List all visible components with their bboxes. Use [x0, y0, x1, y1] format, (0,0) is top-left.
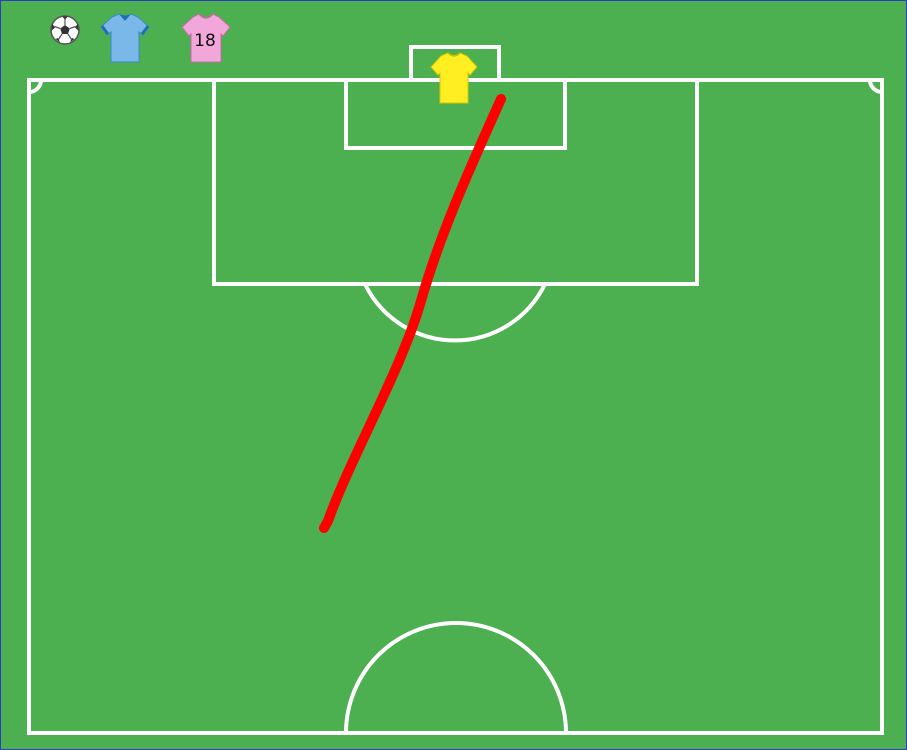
center-circle-half [344, 621, 568, 734]
yellow-jersey-icon[interactable] [430, 52, 478, 104]
penalty-area [212, 78, 699, 286]
corner-arc-right [868, 79, 883, 94]
corner-arc-left [28, 79, 43, 94]
pink-jersey-icon[interactable]: 18 [181, 13, 231, 63]
soccer-ball-icon[interactable] [50, 15, 80, 45]
blue-jersey-icon[interactable] [100, 13, 150, 63]
penalty-arc [363, 283, 547, 343]
touchline-boundary [27, 78, 884, 735]
field-markings [27, 45, 884, 735]
jersey-number-label: 18 [194, 31, 216, 51]
red-pass-line[interactable] [319, 94, 506, 533]
